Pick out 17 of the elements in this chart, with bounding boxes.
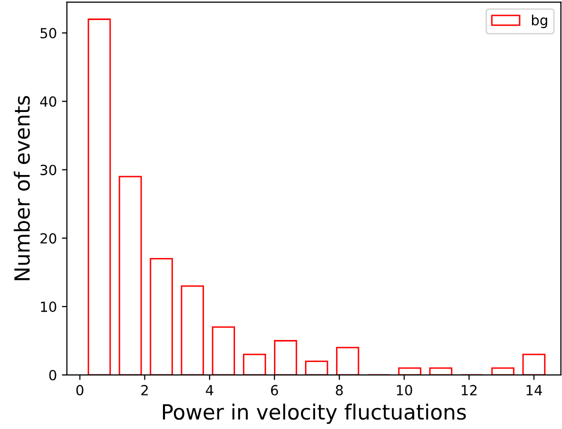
legend-label: bg	[532, 14, 548, 28]
x-tick-label: 14	[526, 385, 542, 396]
y-tick-label: 50	[40, 28, 56, 38]
y-tick-label: 30	[40, 164, 56, 176]
x-tick-label: 0	[76, 384, 84, 396]
x-tick-label: 8	[336, 384, 343, 396]
y-tick-label: 40	[40, 96, 56, 107]
x-tick-label: 4	[206, 385, 214, 396]
y-tick-label: 20	[40, 233, 56, 244]
y-axis-title: Number of events	[14, 96, 30, 280]
x-tick-label: 12	[462, 384, 477, 396]
y-tick-label: 10	[41, 302, 56, 312]
x-axis-title: Power in velocity fluctuations	[162, 404, 466, 424]
x-tick-label: 10	[396, 384, 412, 396]
x-tick-label: 2	[141, 384, 148, 396]
x-tick-label: 6	[271, 384, 278, 396]
y-tick-label: 0	[49, 370, 56, 380]
